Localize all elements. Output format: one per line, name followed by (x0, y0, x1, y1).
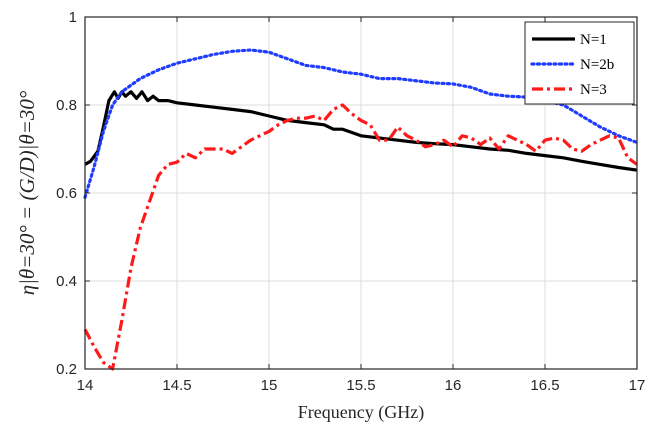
tick-labels: 14 14.5 15 15.5 16 16.5 17 0.2 0.4 0.6 0.8 1 (56, 9, 645, 394)
x-axis-label: Frequency (GHz) (298, 402, 424, 423)
legend-label: N=1 (580, 32, 607, 48)
y-tick-label: 0.4 (56, 273, 77, 290)
legend: N=1 N=2b N=3 (524, 21, 635, 105)
y-axis-label: η|θ=30° = (G/D)|θ=30° (15, 90, 39, 295)
x-tick-label: 15.5 (346, 377, 375, 394)
ticks (84, 16, 638, 370)
legend-label: N=2b (580, 57, 614, 73)
y-tick-label: 0.2 (56, 361, 77, 378)
x-tick-label: 15 (261, 377, 278, 394)
x-tick-label: 14 (77, 377, 94, 394)
series-line-n-3 (83, 103, 638, 371)
y-tick-label: 1 (69, 9, 77, 26)
x-tick-label: 14.5 (162, 377, 191, 394)
x-tick-label: 17 (629, 377, 646, 394)
x-tick-label: 16.5 (530, 377, 559, 394)
legend-label: N=3 (580, 82, 607, 98)
y-tick-label: 0.6 (56, 185, 77, 202)
y-tick-label: 0.8 (56, 97, 77, 114)
x-tick-label: 16 (445, 377, 462, 394)
